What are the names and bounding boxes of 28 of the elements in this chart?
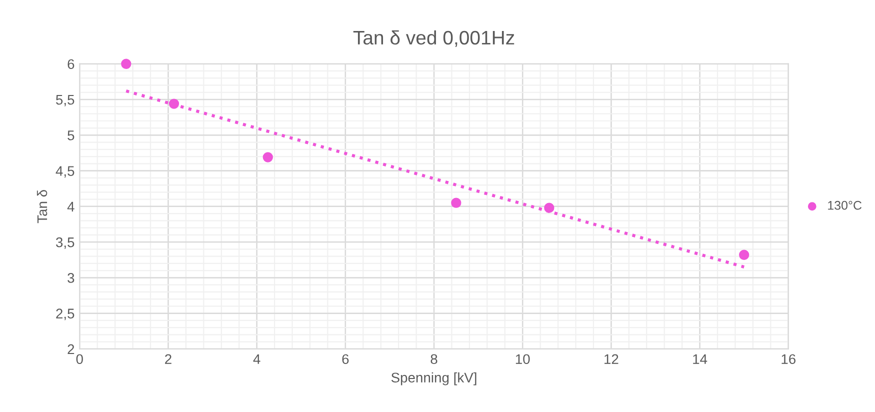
point [738, 250, 750, 260]
point [544, 202, 554, 213]
x-tick-label: 2 [165, 354, 172, 364]
y-tick-label: 2,5 [56, 308, 74, 320]
y-tick-label: 5,5 [56, 94, 74, 106]
y-tick-label: 4,5 [56, 166, 74, 178]
chart-title: Tan δ ved 0,001Hz [353, 30, 514, 47]
x-tick-label: 10 [516, 354, 530, 364]
y-axis-title: Tan δ [36, 190, 48, 224]
x-tick-label: 16 [782, 354, 796, 364]
point [262, 152, 273, 162]
x-tick-label: 6 [342, 354, 349, 364]
y-tick-label: 6 [68, 59, 74, 70]
y-tick-label: 4 [67, 202, 74, 212]
point [168, 98, 180, 109]
x-tick-label: 0 [76, 354, 83, 364]
x-tick-label: 12 [604, 354, 618, 364]
y-tick-label: 3 [68, 273, 74, 283]
x-tick-label: 4 [253, 354, 260, 364]
x-axis-title: Spenning [kV] [391, 372, 476, 386]
x-tick-label: 14 [693, 354, 708, 364]
point [121, 58, 132, 69]
y-tick-label: 2 [68, 344, 74, 354]
y-tick-label: 5 [68, 130, 74, 140]
point [451, 198, 462, 208]
x-tick-label: 8 [430, 354, 438, 364]
y-tick-label: 3,5 [56, 237, 74, 249]
legend-label: 130°C [828, 200, 862, 210]
